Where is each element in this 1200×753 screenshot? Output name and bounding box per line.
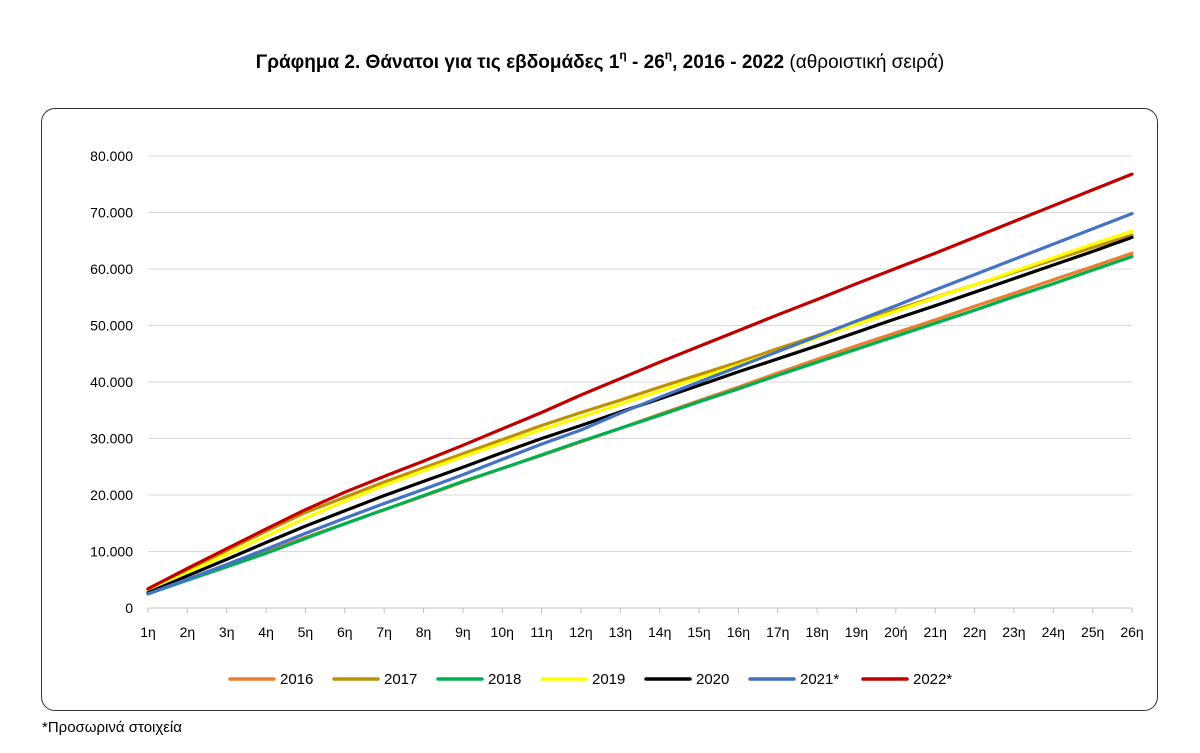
- line-chart: 0 10.000 20.000 30.000 40.000 50.000 60.000 70.…: [90, 148, 1144, 688]
- y-tick-label: 70.000: [90, 205, 133, 221]
- legend-label: 2021*: [800, 671, 839, 688]
- chart-frame: 0 10.000 20.000 30.000 40.000 50.000 60.000 70.…: [41, 108, 1158, 711]
- x-tick-label: 20ή: [884, 624, 907, 640]
- x-tick-label: 26η: [1120, 624, 1143, 640]
- x-tick-label: 23η: [1002, 624, 1025, 640]
- legend-item-2017: 2017: [332, 671, 417, 688]
- x-tick-label: 16η: [727, 624, 750, 640]
- x-tick-label: 17η: [766, 624, 789, 640]
- x-tick-label: 25η: [1081, 624, 1104, 640]
- y-tick-label: 20.000: [90, 487, 133, 503]
- legend-item-2018: 2018: [436, 671, 521, 688]
- footnote: *Προσωρινά στοιχεία: [42, 719, 182, 736]
- legend-item-2019: 2019: [540, 671, 625, 688]
- legend-label: 2020: [696, 671, 729, 688]
- chart-title: Γράφημα 2. Θάνατοι για τις εβδομάδες 1η …: [0, 48, 1200, 76]
- x-tick-label: 2η: [180, 624, 196, 640]
- x-tick-label: 1η: [140, 624, 156, 640]
- x-tick-label: 9η: [455, 624, 471, 640]
- x-tick-label: 21η: [924, 624, 947, 640]
- x-tick-label: 10η: [491, 624, 514, 640]
- series-line-2019: [146, 229, 1134, 594]
- x-tick-label: 8η: [416, 624, 432, 640]
- legend-item-2022: 2022*: [861, 671, 952, 688]
- x-tick-label: 18η: [805, 624, 828, 640]
- legend-label: 2016: [280, 671, 313, 688]
- x-tick-label: 3η: [219, 624, 235, 640]
- x-tick-label: 5η: [298, 624, 314, 640]
- series-line-2022: [146, 172, 1134, 591]
- title-superscript-2: η: [664, 48, 673, 62]
- x-tick-label: 6η: [337, 624, 353, 640]
- series-line-2021: [146, 211, 1134, 596]
- x-tick-label: 22η: [963, 624, 986, 640]
- x-tick-label: 24η: [1042, 624, 1065, 640]
- x-tick-label: 7η: [376, 624, 392, 640]
- title-main-part3: , 2016 - 2022: [672, 52, 785, 73]
- x-tick-label: 19η: [845, 624, 868, 640]
- title-subtitle: (αθροιστική σειρά): [784, 52, 945, 73]
- y-tick-label: 0: [125, 600, 133, 616]
- title-main-part1: Γράφημα 2. Θάνατοι για τις εβδομάδες 1: [255, 52, 620, 73]
- legend-item-2016: 2016: [228, 671, 313, 688]
- legend-label: 2019: [592, 671, 625, 688]
- legend-label: 2018: [488, 671, 521, 688]
- x-tick-label: 11η: [530, 624, 552, 640]
- x-tick-label: 14η: [648, 624, 671, 640]
- y-tick-label: 40.000: [90, 374, 133, 390]
- y-tick-label: 30.000: [90, 431, 133, 447]
- title-superscript-1: η: [619, 48, 627, 62]
- legend-item-2021: 2021*: [748, 671, 839, 688]
- y-tick-label: 60.000: [90, 261, 133, 277]
- legend-label: 2017: [384, 671, 417, 688]
- series-line-2018: [146, 255, 1134, 596]
- x-tick-label: 4η: [258, 624, 274, 640]
- x-tick-label: 13η: [609, 624, 632, 640]
- x-tick-label: 15η: [687, 624, 710, 640]
- y-tick-label: 50.000: [90, 318, 133, 334]
- gridlines: [148, 155, 1132, 609]
- x-tick-label: 12η: [569, 624, 592, 640]
- legend-label: 2022*: [913, 671, 952, 688]
- title-main-part2: - 26: [626, 52, 665, 73]
- y-tick-label: 80.000: [90, 148, 133, 164]
- legend-item-2020: 2020: [644, 671, 729, 688]
- y-tick-label: 10.000: [90, 544, 133, 560]
